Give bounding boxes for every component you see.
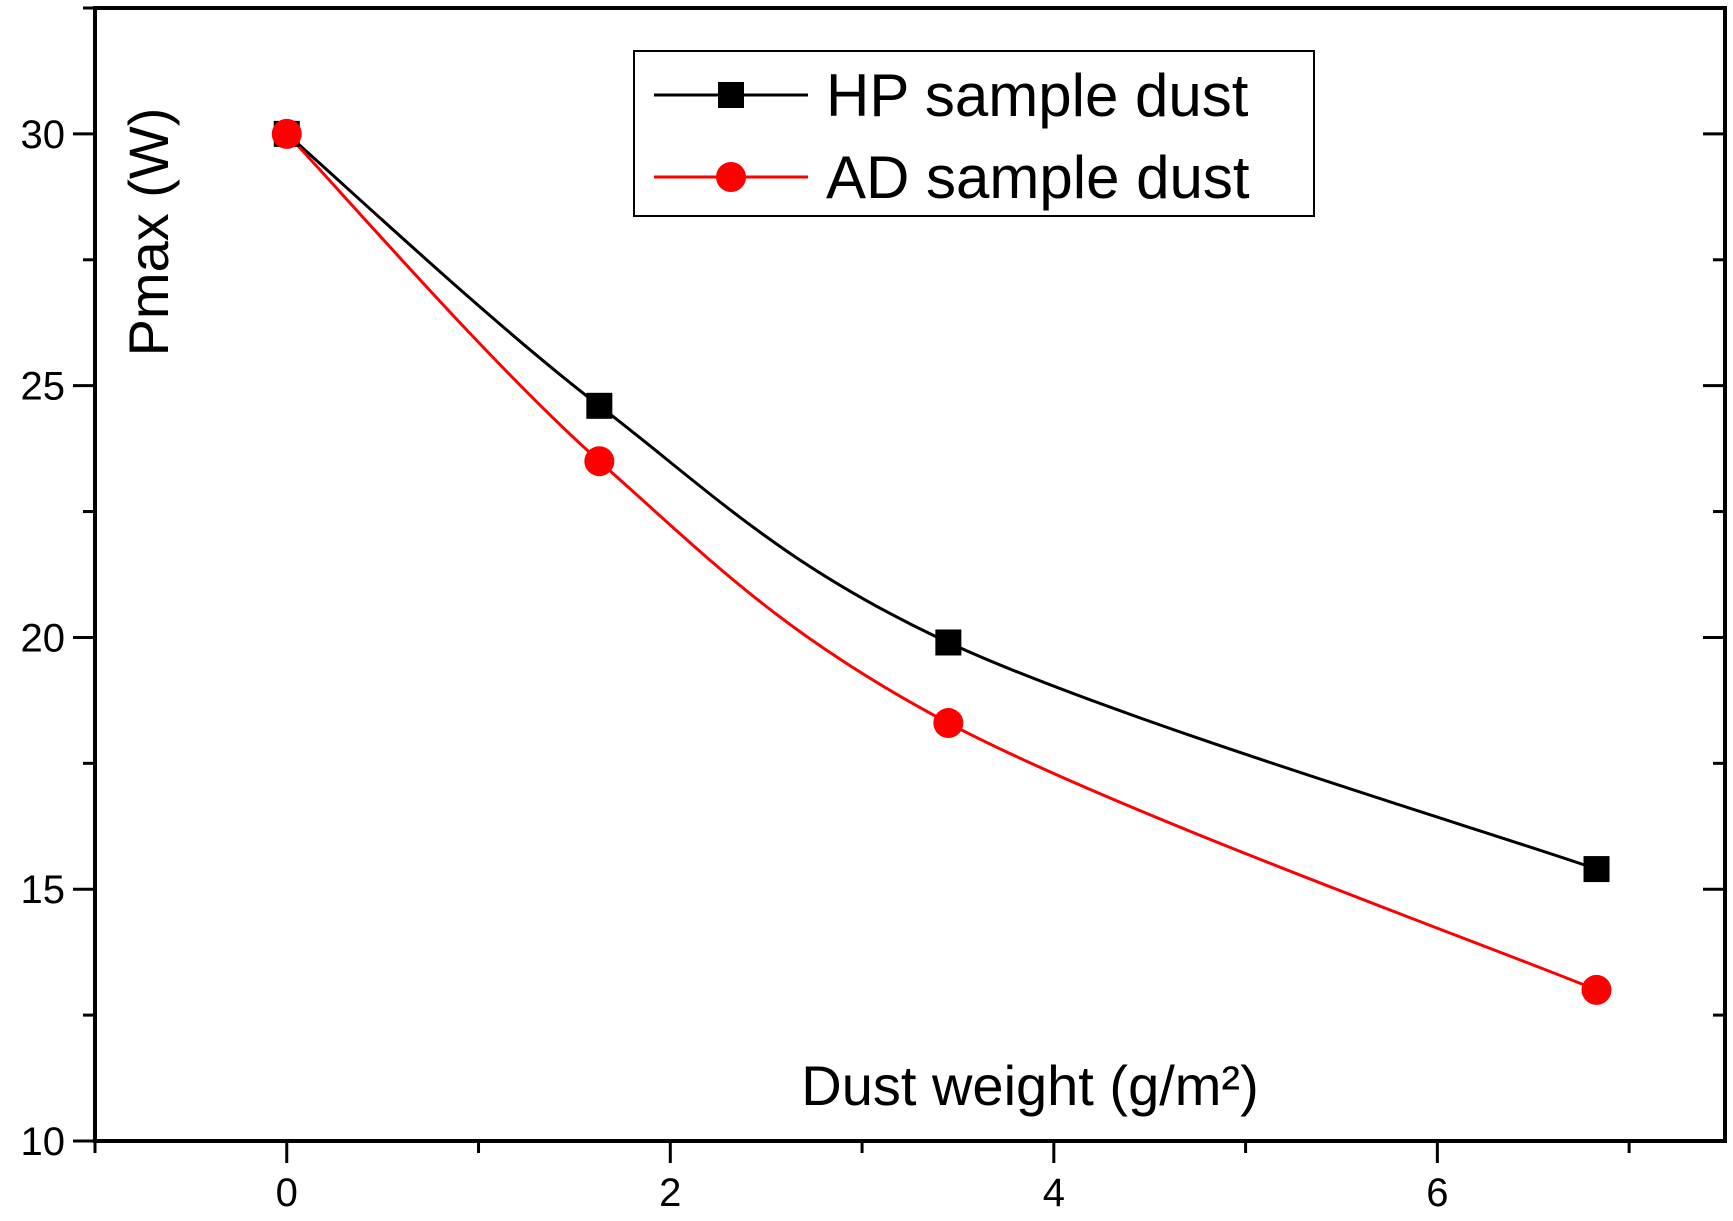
y-axis-ticks: 10 15 20 25 30 bbox=[21, 6, 1725, 1164]
legend-label-ad: AD sample dust bbox=[826, 144, 1250, 211]
y-tick-label: 25 bbox=[21, 365, 66, 409]
data-point-ad bbox=[584, 446, 615, 477]
series-line-hp bbox=[285, 132, 1598, 871]
x-axis-label: Dust weight (g/m²) bbox=[801, 1054, 1258, 1117]
legend: HP sample dust AD sample dust bbox=[633, 50, 1315, 217]
series-layer bbox=[271, 118, 1612, 1005]
y-tick-label: 15 bbox=[21, 868, 66, 912]
y-axis-label: Pmax (W) bbox=[117, 108, 180, 357]
data-point-hp bbox=[586, 392, 613, 419]
series-line-ad bbox=[285, 132, 1598, 992]
legend-box bbox=[633, 50, 1315, 217]
x-tick-label: 0 bbox=[276, 1171, 298, 1215]
x-tick-label: 2 bbox=[659, 1171, 681, 1215]
data-point-hp bbox=[935, 629, 962, 656]
x-tick-label: 4 bbox=[1043, 1171, 1065, 1215]
plot-frame bbox=[93, 6, 1727, 1143]
y-tick-label: 10 bbox=[21, 1120, 66, 1164]
legend-label-hp: HP sample dust bbox=[826, 62, 1249, 129]
y-tick-label: 20 bbox=[21, 616, 66, 660]
legend-marker-ad bbox=[716, 162, 746, 192]
data-point-ad bbox=[1581, 974, 1612, 1005]
legend-marker-hp bbox=[718, 82, 744, 108]
x-tick-label: 6 bbox=[1426, 1171, 1448, 1215]
y-tick-label: 30 bbox=[21, 113, 66, 157]
data-point-hp bbox=[1583, 856, 1610, 883]
data-point-ad bbox=[271, 118, 302, 149]
data-point-ad bbox=[933, 708, 964, 739]
x-axis-ticks: 0 2 4 6 bbox=[93, 1141, 1631, 1215]
